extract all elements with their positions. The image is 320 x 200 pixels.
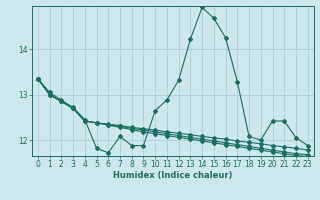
X-axis label: Humidex (Indice chaleur): Humidex (Indice chaleur) [113,171,233,180]
